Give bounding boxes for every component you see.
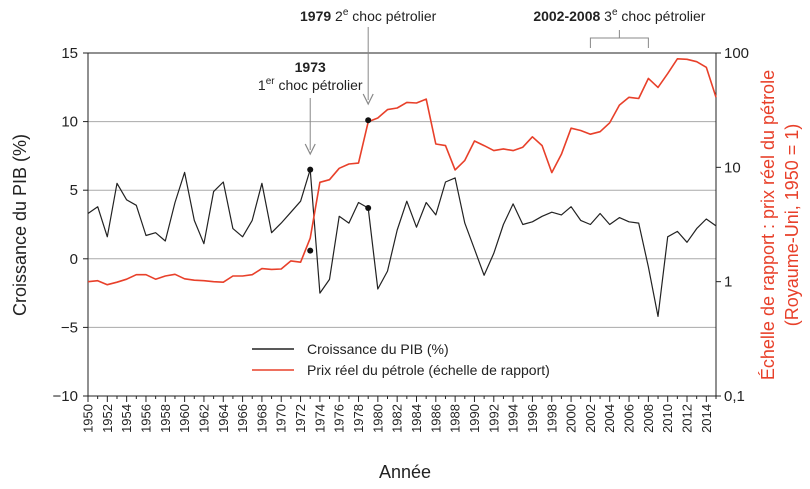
markers — [307, 117, 372, 254]
x-tick-label: 2004 — [602, 404, 617, 433]
x-axis-ticks: 1950 1952 1954 1956 1958 1960 1962 1964 1966 1968… — [81, 396, 717, 433]
x-tick-label: 1952 — [100, 404, 115, 433]
x-tick-label: 2008 — [641, 404, 656, 433]
x-tick-label: 1994 — [506, 404, 521, 433]
annotation-1973-year: 1973 — [295, 59, 326, 75]
x-tick-label: 1966 — [235, 404, 250, 433]
x-tick-label: 1970 — [274, 404, 289, 433]
annotation-1979-label: choc pétrolier — [348, 8, 436, 24]
event-marker — [307, 166, 314, 173]
x-tick-label: 2012 — [680, 404, 695, 433]
x-tick-label: 2006 — [622, 404, 637, 433]
annotation-2002-number: 3 — [604, 8, 612, 24]
oil-price-line — [87, 57, 717, 286]
legend-label-oil: Prix réel du pétrole (échelle de rapport… — [307, 362, 550, 378]
x-tick-label: 1956 — [138, 404, 153, 433]
annotation-2002-text: 2002-2008 3e choc pétrolier — [533, 7, 705, 24]
right-tick-label: 0,1 — [724, 388, 745, 405]
plot-frame — [87, 52, 717, 397]
event-marker — [307, 247, 314, 254]
x-tick-label: 1964 — [216, 404, 231, 433]
legend: Croissance du PIB (%) Prix réel du pétrol… — [252, 341, 550, 378]
x-tick-label: 1976 — [332, 404, 347, 433]
annotation-1973-arrow-head — [304, 143, 316, 156]
x-tick-label: 1960 — [177, 404, 192, 433]
x-tick-label: 1982 — [390, 404, 405, 433]
x-tick-label: 1988 — [448, 404, 463, 433]
x-tick-label: 1974 — [312, 404, 327, 433]
x-tick-label: 1992 — [486, 404, 501, 433]
gdp-growth-line — [87, 169, 717, 317]
left-tick-label: 5 — [70, 182, 78, 199]
x-tick-label: 1984 — [409, 404, 424, 433]
x-axis-title: Année — [379, 462, 431, 482]
annotation-1979-text: 1979 2e choc pétrolier — [300, 7, 437, 24]
right-tick-label: 100 — [724, 45, 749, 62]
right-axis-title-line1: Échelle de rapport : prix réel du pétrol… — [758, 70, 778, 380]
x-tick-label: 1990 — [467, 404, 482, 433]
annotation-1979-number: 2 — [335, 8, 343, 24]
right-axis-ticks: 100 10 1 0,1 — [716, 45, 749, 405]
annotation-1979-year: 1979 — [300, 8, 335, 24]
x-tick-label: 1950 — [81, 404, 96, 433]
left-tick-label: 0 — [70, 251, 78, 268]
annotation-1979-arrow-head — [362, 93, 374, 106]
x-tick-label: 1954 — [119, 404, 134, 433]
right-axis-title-line2: (Royaume-Uni, 1950 = 1) — [782, 124, 802, 327]
annotation-2002-superscript: e — [612, 7, 618, 18]
annotation-2002-years: 2002-2008 — [533, 8, 604, 24]
series-lines — [87, 57, 717, 317]
x-tick-label: 1980 — [370, 404, 385, 433]
annotation-2002-bracket — [589, 30, 649, 48]
right-tick-label: 1 — [724, 274, 732, 291]
annotation-1979-superscript: e — [343, 7, 349, 18]
left-tick-label: 10 — [61, 114, 78, 131]
x-tick-label: 1968 — [254, 404, 269, 433]
event-marker — [365, 205, 372, 212]
x-tick-label: 1962 — [196, 404, 211, 433]
x-tick-label: 1972 — [293, 404, 308, 433]
x-tick-label: 1998 — [544, 404, 559, 433]
left-axis-title: Croissance du PIB (%) — [10, 134, 30, 316]
left-tick-label: 15 — [61, 45, 78, 62]
annotation-1973-label: choc pétrolier — [275, 77, 363, 93]
x-tick-label: 1986 — [428, 404, 443, 433]
x-tick-label: 2002 — [583, 404, 598, 433]
annotation-1973-superscript: er — [266, 76, 276, 87]
gridlines — [88, 121, 716, 328]
x-tick-label: 2000 — [564, 404, 579, 433]
event-marker — [365, 117, 372, 124]
x-tick-label: 1996 — [525, 404, 540, 433]
x-tick-label: 2010 — [660, 404, 675, 433]
annotation-1973-number: 1 — [258, 77, 266, 93]
annotation-1973-text: 1er choc pétrolier — [258, 76, 363, 93]
right-tick-label: 10 — [724, 159, 741, 176]
x-tick-label: 2014 — [699, 404, 714, 433]
annotation-2002-label: choc pétrolier — [618, 8, 706, 24]
legend-label-gdp: Croissance du PIB (%) — [307, 341, 449, 357]
left-tick-label: −5 — [61, 319, 78, 336]
left-tick-label: −10 — [53, 388, 78, 405]
x-tick-label: 1978 — [351, 404, 366, 433]
left-axis-ticks: 15 10 5 0 −5 −10 — [53, 45, 88, 405]
x-tick-label: 1958 — [158, 404, 173, 433]
